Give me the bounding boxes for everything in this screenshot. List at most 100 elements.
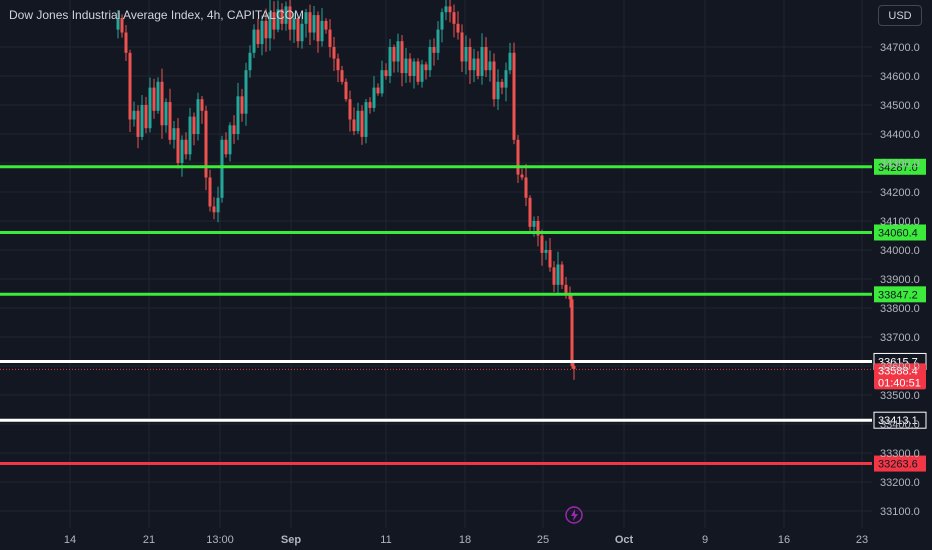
candle-body [448,6,452,13]
candle-body [116,18,120,30]
y-tick-label: 34300.0 [880,158,920,170]
candle-body [404,58,408,74]
candle-body [480,47,484,76]
candle-body [200,99,204,111]
price-level-tag[interactable] [873,411,927,429]
candle-body [540,235,544,253]
lightning-icon-glyph [571,509,578,521]
candle-body [376,87,380,94]
x-tick-label: 16 [778,534,790,546]
candle-body [416,61,420,82]
candle-body [412,61,416,76]
candle-body [408,58,412,76]
candle-body [272,12,276,30]
price-level-tag[interactable] [874,224,926,241]
time-axis[interactable]: 14 21 13:00 Sep 11 18 25 Oct 9 16 23 [64,534,868,546]
candle-body [284,6,288,24]
candle-body [160,81,164,126]
lightning-icon[interactable] [565,506,583,524]
horizontal-levels[interactable]: 34287.034060.433847.233615.733413.133263… [0,158,927,472]
currency-button[interactable]: USD [878,5,922,26]
candle-body [208,177,212,207]
y-tick-label: 33400.0 [880,419,920,431]
candle-body [288,6,292,30]
candle-body [436,29,440,53]
candle-body [220,139,224,198]
candle-body [396,41,400,62]
candle-body [468,47,472,71]
candle-body [372,87,376,108]
y-tick-label: 33800.0 [880,303,920,315]
current-price-label: 33588.4 [878,365,918,377]
candle-body [228,125,232,155]
candle-body [560,264,564,285]
y-tick-label: 33500.0 [880,390,920,402]
candle-body [444,6,448,13]
price-axis[interactable]: 34700.0 34600.0 34500.0 34400.0 34300.0 34200… [880,42,920,518]
candle-body [532,221,536,227]
candle-body [572,366,576,369]
y-tick-label: 33600.0 [880,361,920,373]
candle-body [456,23,460,33]
candle-body [212,206,216,213]
candle-body [568,293,572,300]
candle-body [440,12,444,30]
candle-body [324,20,328,30]
candle-body [152,87,156,111]
price-level-tag[interactable] [874,286,926,303]
x-tick-label: Oct [615,534,634,546]
candle-body [252,29,256,53]
candle-body [280,9,284,24]
candle-body [248,52,252,71]
candle-body [348,99,352,120]
candle-body [256,29,260,45]
candle-body [172,128,176,140]
candle-body [336,58,340,71]
candle-body [224,139,228,155]
candle-body [420,64,424,82]
candle-body [176,128,180,163]
x-tick-label: 23 [856,534,868,546]
y-tick-label: 33100.0 [880,506,920,518]
candle-body [564,284,568,294]
candle-body [156,81,160,111]
candle-body [264,20,268,39]
candle-body [500,81,504,88]
candle-body [296,18,300,42]
candle-body [488,61,492,71]
y-tick-label: 33200.0 [880,477,920,489]
candle-body [144,105,148,129]
candle-body [120,18,124,33]
candle-body [452,12,456,24]
candle-body [520,174,524,178]
candle-body [432,47,436,53]
candle-body [300,23,304,42]
candle-body [292,18,296,30]
candle-body [368,102,372,108]
candle-body [570,299,574,366]
candle-body [400,41,404,74]
candle-body [232,125,236,134]
current-price-tag[interactable] [874,363,926,390]
candle-body [508,52,512,71]
candle-body [352,119,356,132]
candle-body [164,102,168,126]
candle-body [204,110,208,178]
candle-body [276,9,280,30]
price-level-tag[interactable] [874,455,926,472]
candle-body [364,102,368,137]
candle-body [476,58,480,76]
y-tick-label: 34500.0 [880,100,920,112]
candle-body [184,139,188,155]
price-level-tag[interactable] [874,158,926,175]
candle-body [128,52,132,120]
grid [0,0,872,528]
candle-body [268,12,272,39]
candle-body [392,47,396,62]
candle-body [472,58,476,71]
candle-body [548,250,552,268]
candle-body [332,47,336,59]
candle-body [216,197,220,213]
